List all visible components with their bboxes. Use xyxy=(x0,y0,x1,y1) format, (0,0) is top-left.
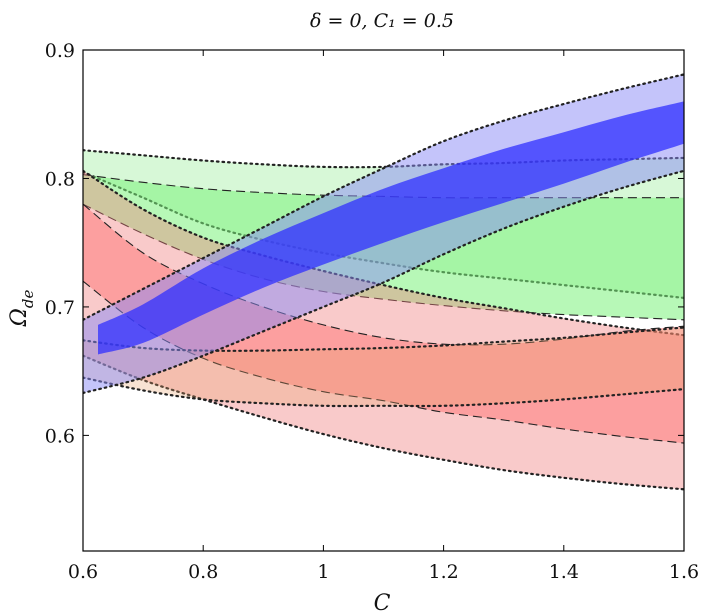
y-axis-title-sub: de xyxy=(19,290,37,309)
axes: 0.6 0.8 1 1.2 1.4 1.6 0.6 0.7 0.8 0.9 xyxy=(45,40,699,583)
y-axis-title-main: Ω xyxy=(7,308,32,327)
x-tick-label: 0.8 xyxy=(188,561,218,583)
chart-title: δ = 0, C₁ = 0.5 xyxy=(310,10,454,32)
x-tick-label: 1 xyxy=(317,561,329,583)
y-tick-label: 0.7 xyxy=(45,297,75,319)
region-upper-line-blue-outer xyxy=(83,73,684,321)
y-axis-title: Ωde xyxy=(7,290,37,328)
region-lower-line-horizontal-band xyxy=(83,376,684,408)
x-tick-label: 1.2 xyxy=(428,561,458,583)
x-tick-label: 0.6 xyxy=(68,561,98,583)
y-tick-label: 0.8 xyxy=(45,168,75,190)
region-lower-line-green-inner xyxy=(83,203,684,321)
region-fill-red-inner xyxy=(83,204,684,444)
region-upper-line-red-outer xyxy=(83,169,684,337)
y-tick-label: 0.6 xyxy=(45,425,75,447)
plot-frame xyxy=(82,49,685,552)
region-lower-line-blue-outer xyxy=(83,169,684,395)
region-lower-line-red-outer xyxy=(83,354,684,491)
y-tick-label: 0.9 xyxy=(45,40,75,62)
x-axis-title: C xyxy=(374,591,391,616)
region-fill-blue-inner xyxy=(98,101,684,355)
plot-area xyxy=(83,73,684,491)
x-tick-label: 1.4 xyxy=(549,561,579,583)
region-fill-horizontal-band xyxy=(83,327,684,407)
region-blue-inner xyxy=(98,101,684,355)
x-tick-label: 1.6 xyxy=(669,561,699,583)
